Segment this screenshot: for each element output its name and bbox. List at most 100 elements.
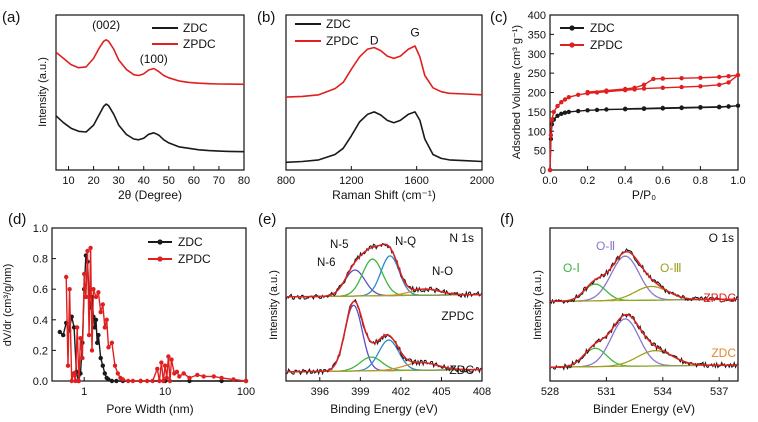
data-point-zdc-d [100,363,106,368]
data-point-zpdc-d [181,371,186,376]
data-point-zpdc-c [679,84,684,90]
data-point-zpdc-d [73,378,78,384]
data-point-zdc-d [93,317,99,322]
x-axis-label-c: P/P₀ [632,188,656,202]
data-point-zpdc-d [177,374,182,379]
plot-area-e: 396 399 402 405 408 [285,242,491,398]
data-point-zdc-d [57,329,62,335]
x-tick-label-c-5: 1.0 [730,175,745,187]
x-tick-label-f-2: 534 [654,386,672,398]
data-point-zpdc-d [65,363,71,368]
x-axis-label-a: 2θ (Degree) [118,188,182,202]
sample-label-zdc-e: ZDC [449,363,474,377]
data-point-zpdc-c [660,85,665,91]
raw-spectrum-zpdc-f [549,248,739,305]
annotation-a-0: (002) [92,18,120,32]
data-point-zdc-d [114,378,119,384]
data-point-zpdc-c [726,74,731,79]
y-axis-label-d: dV/dr (cm³/g/nm) [2,264,14,347]
data-point-zdc-c [555,113,560,119]
legend-d: ZDC ZPDC [148,235,211,266]
plot-frame-c [549,14,739,171]
fit-envelope-zpdc-e [286,243,482,298]
sample-label-zpdc-e: ZPDC [441,309,474,323]
fit-envelope-zdc-f [550,313,738,368]
y-tick-label-d-3: 0.6 [33,284,48,296]
panel-label-c: (c) [490,9,508,26]
data-point-zpdc-d [78,336,83,341]
data-point-zpdc-d [157,378,162,384]
data-point-zpdc-c [698,75,703,81]
x-tick-label-e-2: 402 [392,386,410,398]
panel-label-b: (b) [257,9,275,26]
y-tick-label-c-3: 150 [528,107,546,119]
data-point-zpdc-d [219,375,224,381]
data-point-zdc-d [61,332,66,338]
data-point-zdc-d [106,377,111,382]
x-tick-label-a-5: 60 [188,175,200,187]
peak-label-n6: N-6 [317,257,336,269]
data-point-zpdc-d [71,371,76,376]
x-tick-label-d-1: 10 [159,386,171,398]
panel-label-e: (e) [258,211,276,228]
y-axis-label-c: Adsorbed Volume (cm³ g⁻¹) [511,25,523,159]
data-point-zpdc-c [641,86,647,91]
data-point-zpdc-d [164,375,169,381]
legend-label-zdc-c: ZDC [590,21,615,35]
panel-a: (a) 10 20 30 40 50 60 70 80 (002) (100) Intensity… [2,9,250,202]
data-point-zpdc-d [102,325,108,330]
spectrum-title-e: N 1s [449,231,474,245]
data-point-zpdc-d [93,294,99,300]
data-point-zpdc-d [86,332,92,338]
data-point-zpdc-c [559,100,564,105]
peak-label-n5: N-5 [330,239,349,251]
y-tick-label-c-1: 50 [534,146,546,158]
y-tick-label-c-6: 300 [528,49,546,61]
data-point-zpdc-d [144,378,150,384]
series-line-zdc-a [55,103,245,153]
data-point-zpdc-d [85,248,90,254]
x-tick-label-f-1: 531 [597,386,615,398]
legend-marker-zpdc-c [569,42,575,48]
data-point-zpdc-d [83,294,89,300]
data-point-zpdc-c [726,80,731,85]
x-tick-label-e-0: 396 [311,386,329,398]
annotation-a-1: (100) [140,52,168,66]
peak-label-no: N-O [432,266,453,278]
y-tick-label-d-4: 0.8 [33,254,48,266]
raw-spectrum-zdc-e [285,298,483,376]
data-point-zpdc-c [549,117,555,122]
legend-label-zpdc-a: ZPDC [183,37,216,51]
annotation-b-0: D [370,33,379,47]
x-tick-label-a-1: 20 [87,175,99,187]
panel-d: (d) 1 10 100 0.0 0.2 0.4 0.6 0.8 1.0 dV/dr (cm³/… [2,211,255,416]
x-tick-label-f-0: 528 [541,386,559,398]
data-point-zdc-c [679,105,684,110]
x-tick-label-a-4: 50 [163,175,175,187]
plot-area-d: 1 10 100 0.0 0.2 0.4 0.6 0.8 1.0 [33,223,255,398]
data-point-zdc-c [698,105,703,110]
data-point-zpdc-c [585,89,590,95]
data-point-zdc-c [641,106,647,111]
x-tick-label-d-0: 1 [81,386,87,398]
y-tick-label-c-8: 400 [528,10,546,22]
data-point-zpdc-d [211,374,216,379]
data-point-zdc-c [559,111,564,117]
data-point-zpdc-c [551,109,556,115]
data-point-zpdc-d [109,340,115,345]
data-point-zpdc-d [195,372,200,378]
data-point-zpdc-d [89,348,95,353]
series-line-zdc-c [549,105,739,171]
plot-frame-e [285,227,483,382]
data-point-zdc-c [576,108,581,114]
plot-area-f: 528 531 534 537 [541,248,739,398]
data-point-zpdc-d [161,378,166,384]
data-point-zdc-c [726,104,731,109]
data-point-zdc-c [594,107,600,113]
data-point-zdc-c [562,110,568,115]
data-point-zpdc-d [115,371,121,376]
data-point-zpdc-c [594,90,600,95]
series-line-zpdc-a [55,39,245,86]
x-tick-label-a-6: 70 [213,175,225,187]
